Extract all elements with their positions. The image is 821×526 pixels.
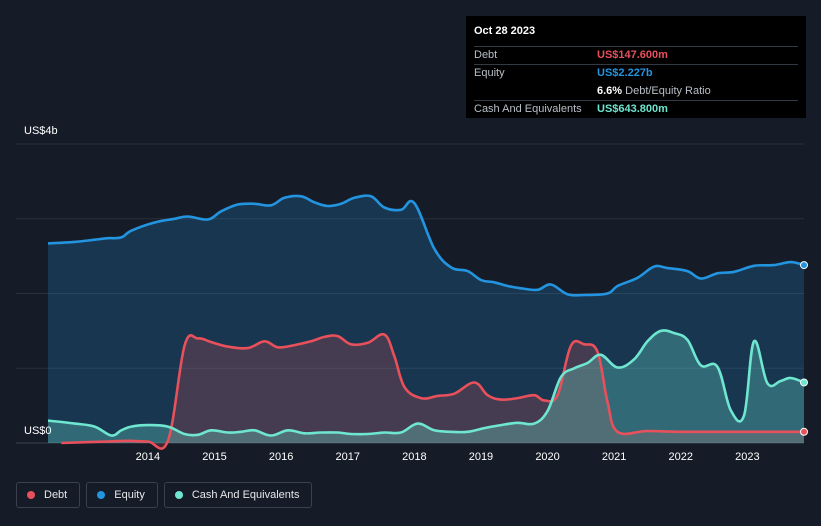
x-tick-label: 2021: [602, 451, 626, 463]
gridlines: [16, 143, 804, 444]
tooltip-label: Cash And Equivalents: [474, 103, 582, 115]
equity-line: [47, 194, 805, 297]
tooltip-label: Debt: [474, 49, 498, 61]
tooltip-row-equity: Equity US$2.227b: [474, 64, 798, 82]
cash-dot-icon: [174, 491, 183, 499]
series-endpoints: [800, 261, 808, 436]
tooltip-label: [474, 83, 597, 100]
equity-area: [48, 195, 804, 443]
tooltip-ratio-label: Debt/Equity Ratio: [625, 85, 711, 97]
tooltip-value-debt: US$147.600m: [597, 49, 668, 61]
debt-area: [61, 334, 805, 449]
tooltip-date: Oct 28 2023: [474, 25, 536, 37]
tooltip-value-equity: US$2.227b: [597, 67, 653, 79]
tooltip-row-cash: Cash And Equivalents US$643.800m: [474, 100, 798, 118]
cash-and-equivalents-endpoint: [800, 378, 808, 387]
tooltip-value-ratio: 6.6% Debt/Equity Ratio: [597, 85, 711, 97]
cash-and-equivalents-line: [47, 329, 805, 437]
equity-endpoint: [800, 261, 808, 270]
x-tick-label: 2023: [735, 451, 759, 463]
series-areas: [48, 195, 805, 449]
series-lines: [47, 194, 805, 450]
legend-label: Equity: [114, 489, 145, 501]
legend-item-cash[interactable]: Cash And Equivalents: [163, 482, 313, 508]
tooltip-panel: Oct 28 2023 Debt US$147.600m Equity US$2…: [466, 16, 806, 118]
legend-item-equity[interactable]: Equity: [86, 482, 158, 508]
y-axis-top-label: US$4b: [24, 125, 58, 137]
legend-item-debt[interactable]: Debt: [16, 482, 81, 508]
debt-line: [61, 332, 805, 450]
x-tick-label: 2020: [535, 451, 559, 463]
legend-label: Cash And Equivalents: [191, 489, 300, 501]
y-axis-bottom-label: US$0: [24, 425, 52, 437]
legend-label: Debt: [44, 489, 68, 501]
cash-and-equivalents-area: [48, 330, 804, 443]
tooltip-label: Equity: [474, 67, 505, 79]
x-axis-ticks: 2014 2015 2016 2017 2018 2019 2020 2021 2022 2023: [136, 451, 760, 463]
tooltip-row-ratio: 6.6% Debt/Equity Ratio: [474, 82, 798, 100]
x-tick-label: 2014: [136, 451, 160, 463]
x-tick-label: 2022: [669, 451, 693, 463]
x-tick-label: 2017: [335, 451, 359, 463]
x-tick-label: 2018: [402, 451, 426, 463]
x-tick-label: 2016: [269, 451, 293, 463]
equity-dot-icon: [97, 491, 106, 499]
debt-dot-icon: [27, 491, 35, 499]
debt-endpoint: [800, 427, 808, 436]
legend: Debt Equity Cash And Equivalents: [16, 482, 313, 508]
x-tick-label: 2019: [469, 451, 493, 463]
tooltip-value-cash: US$643.800m: [597, 103, 668, 115]
tooltip-row-debt: Debt US$147.600m: [474, 46, 798, 64]
x-tick-label: 2015: [202, 451, 226, 463]
